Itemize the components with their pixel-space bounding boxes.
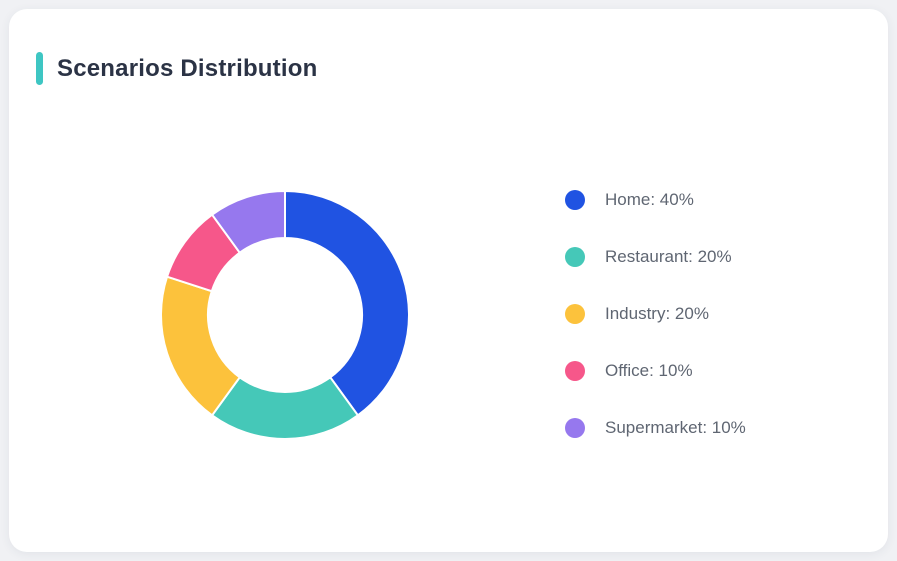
legend-dot-icon (565, 304, 585, 324)
legend-dot-icon (565, 190, 585, 210)
legend-dot-icon (565, 361, 585, 381)
legend-label-restaurant: Restaurant: 20% (605, 247, 732, 266)
legend-item-industry[interactable]: Industry: 20% (565, 304, 746, 324)
donut-segment-supermarket[interactable] (211, 190, 286, 254)
legend-item-office[interactable]: Office: 10% (565, 361, 746, 381)
legend-label-office: Office: 10% (605, 361, 693, 380)
page-title: Scenarios Distribution (57, 55, 318, 82)
card-header: Scenarios Distribution (36, 52, 317, 85)
scenarios-distribution-card: Scenarios Distribution Home: 40% Restaur… (9, 9, 888, 552)
legend-item-home[interactable]: Home: 40% (565, 190, 746, 210)
legend-dot-icon (565, 247, 585, 267)
donut-segment-home[interactable] (284, 190, 410, 417)
legend-dot-icon (565, 418, 585, 438)
legend-label-industry: Industry: 20% (605, 304, 709, 323)
title-accent-bar (36, 52, 43, 85)
donut-segment-industry[interactable] (160, 275, 241, 417)
legend-item-restaurant[interactable]: Restaurant: 20% (565, 247, 746, 267)
chart-legend: Home: 40% Restaurant: 20% Industry: 20% … (565, 190, 746, 438)
legend-label-home: Home: 40% (605, 190, 694, 209)
legend-label-supermarket: Supermarket: 10% (605, 418, 746, 437)
donut-chart[interactable] (155, 185, 415, 445)
legend-item-supermarket[interactable]: Supermarket: 10% (565, 418, 746, 438)
